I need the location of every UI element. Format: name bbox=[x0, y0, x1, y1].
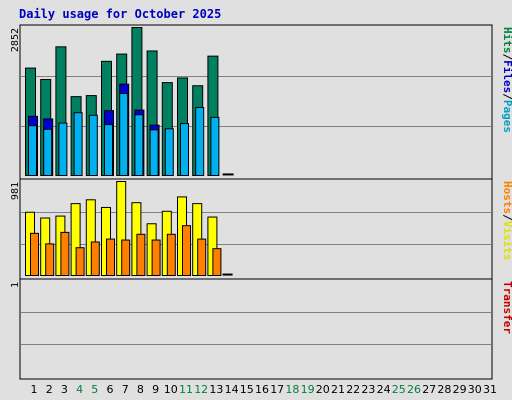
bar-hosts-day-12 bbox=[197, 238, 207, 277]
bar-pages-day-10 bbox=[164, 128, 174, 176]
x-tick-label: 28 bbox=[437, 383, 451, 396]
x-tick-label: 27 bbox=[422, 383, 436, 396]
x-tick-label: 29 bbox=[453, 383, 467, 396]
y-max-label: 2852 bbox=[10, 28, 21, 52]
x-tick-label: 25 bbox=[392, 383, 406, 396]
y-axis-label: Hosts/Visits bbox=[501, 181, 512, 261]
x-tick-label: 4 bbox=[76, 383, 83, 396]
bar-hosts-day-13 bbox=[212, 248, 222, 276]
x-tick-label: 5 bbox=[91, 383, 98, 396]
bar-hits-day-14 bbox=[222, 173, 234, 176]
bar-pages-day-12 bbox=[195, 107, 205, 176]
x-tick-label: 8 bbox=[137, 383, 144, 396]
y-axis-label-part: / bbox=[501, 214, 512, 221]
bar-hosts-day-2 bbox=[45, 243, 55, 277]
x-tick-label: 10 bbox=[164, 383, 178, 396]
bar-pages-day-8 bbox=[134, 114, 144, 176]
bar-pages-day-1 bbox=[28, 125, 37, 176]
bar-visits-day-14 bbox=[222, 273, 233, 276]
bar-hosts-day-8 bbox=[136, 233, 146, 277]
x-tick-label: 13 bbox=[209, 383, 223, 396]
x-tick-label: 14 bbox=[225, 383, 239, 396]
bar-hosts-day-10 bbox=[166, 233, 176, 277]
bar-pages-day-11 bbox=[180, 123, 189, 176]
bar-hosts-day-7 bbox=[121, 239, 131, 277]
x-tick-label: 18 bbox=[285, 383, 299, 396]
y-axis-label-part: Transfer bbox=[501, 281, 512, 334]
bar-hosts-day-9 bbox=[151, 239, 161, 277]
x-tick-label: 24 bbox=[377, 383, 391, 396]
x-tick-label: 16 bbox=[255, 383, 269, 396]
y-max-label: 981 bbox=[10, 182, 21, 200]
bar-pages-day-3 bbox=[58, 122, 68, 176]
panel-visits-hosts: 981 Hosts/Visits bbox=[10, 178, 512, 280]
y-axis-label-part: Visits bbox=[501, 221, 512, 261]
bar-hosts-day-11 bbox=[182, 225, 191, 276]
x-tick-label: 31 bbox=[483, 383, 497, 396]
panel-transfer: 1 Transfer bbox=[10, 278, 512, 380]
bar-hosts-day-6 bbox=[106, 238, 115, 277]
bar-pages-day-2 bbox=[43, 128, 53, 176]
x-tick-label: 2 bbox=[46, 383, 53, 396]
bar-pages-day-4 bbox=[73, 112, 83, 176]
x-tick-label: 12 bbox=[194, 383, 208, 396]
x-tick-label: 26 bbox=[407, 383, 421, 396]
x-tick-label: 21 bbox=[331, 383, 345, 396]
x-tick-label: 22 bbox=[346, 383, 360, 396]
x-tick-label: 9 bbox=[152, 383, 159, 396]
y-axis-label-part: / bbox=[501, 93, 512, 100]
x-tick-label: 15 bbox=[240, 383, 254, 396]
y-axis-label-part: Hosts bbox=[501, 181, 512, 214]
x-tick-label: 20 bbox=[316, 383, 330, 396]
x-tick-label: 6 bbox=[107, 383, 114, 396]
x-tick-label: 17 bbox=[270, 383, 284, 396]
bar-pages-day-7 bbox=[119, 93, 129, 176]
panel-frame bbox=[19, 24, 493, 180]
y-axis-label: Hits/Files/Pages bbox=[501, 27, 512, 133]
x-tick-label: 30 bbox=[468, 383, 482, 396]
x-tick-label: 19 bbox=[301, 383, 315, 396]
x-tick-label: 1 bbox=[31, 383, 38, 396]
bar-pages-day-5 bbox=[88, 114, 98, 177]
bar-pages-day-13 bbox=[210, 116, 220, 176]
y-axis-label-part: Hits bbox=[501, 27, 512, 54]
y-axis-label-part: / bbox=[501, 54, 512, 61]
bar-pages-day-6 bbox=[104, 124, 113, 177]
bar-hosts-day-5 bbox=[90, 241, 100, 277]
bar-hosts-day-3 bbox=[60, 231, 70, 277]
y-axis-label-part: Pages bbox=[501, 100, 512, 133]
bar-pages-day-9 bbox=[149, 129, 159, 176]
x-tick-label: 3 bbox=[61, 383, 68, 396]
bar-hosts-day-4 bbox=[75, 247, 85, 276]
x-tick-label: 11 bbox=[179, 383, 193, 396]
bar-hosts-day-1 bbox=[30, 232, 39, 277]
y-max-label: 1 bbox=[10, 282, 21, 288]
x-tick-label: 23 bbox=[361, 383, 375, 396]
y-axis-label: Transfer bbox=[501, 281, 512, 334]
y-axis-label-part: Files bbox=[501, 60, 512, 93]
panel-frame bbox=[19, 278, 493, 380]
chart-title: Daily usage for October 2025 bbox=[19, 7, 222, 21]
x-tick-label: 7 bbox=[122, 383, 129, 396]
